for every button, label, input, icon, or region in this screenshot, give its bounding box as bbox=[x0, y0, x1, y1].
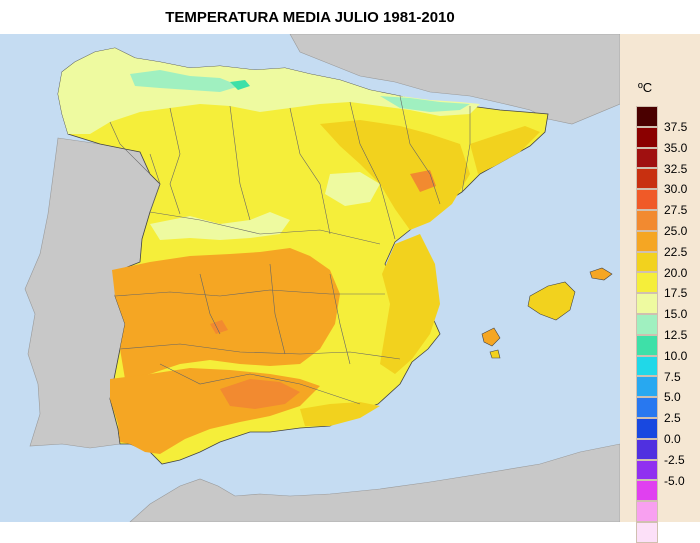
galicia-cool-zone bbox=[230, 80, 250, 90]
ebro-hottest-zone bbox=[410, 170, 436, 192]
mallorca-island bbox=[527, 281, 576, 321]
legend-swatch bbox=[636, 501, 658, 522]
legend-swatch bbox=[636, 459, 658, 481]
catalonia-warm-zone bbox=[470, 126, 540, 174]
ebro-warm-zone bbox=[320, 120, 470, 230]
legend-swatch bbox=[636, 376, 658, 398]
legend-tick-label: 15.0 bbox=[664, 307, 688, 322]
legend-tick-label: 7.5 bbox=[664, 369, 681, 384]
guadalquivir-hottest-zone bbox=[220, 379, 300, 409]
region-borders bbox=[109, 95, 471, 405]
legend-tick-label: 22.5 bbox=[664, 244, 688, 259]
legend-panel bbox=[620, 34, 700, 522]
south-coast-mild-zone bbox=[300, 402, 380, 426]
map-title: TEMPERATURA MEDIA JULIO 1981-2010 bbox=[165, 8, 455, 26]
legend-tick-label: 5.0 bbox=[664, 390, 681, 405]
legend-labels: 37.5 35.0 32.5 30.0 27.5 25.0 22.5 20.0 17.5 15.0… bbox=[664, 117, 700, 491]
iberian-cool-zone bbox=[325, 172, 380, 206]
cantabrian-cool-zone bbox=[130, 70, 240, 92]
north-cool-zone bbox=[58, 48, 480, 134]
legend-tick-label: 0.0 bbox=[664, 431, 681, 446]
legend-swatch bbox=[636, 397, 658, 418]
legend-tick-label: 20.0 bbox=[664, 265, 688, 280]
legend-swatch bbox=[636, 313, 658, 335]
legend-swatch bbox=[636, 417, 658, 439]
menorca-island bbox=[589, 267, 613, 281]
legend-swatch bbox=[636, 272, 658, 294]
legend-swatch bbox=[636, 230, 658, 252]
legend-tick-label: 37.5 bbox=[664, 120, 688, 134]
legend-swatch bbox=[636, 293, 658, 314]
legend-tick-label: 35.0 bbox=[664, 140, 688, 155]
legend-swatches bbox=[636, 106, 658, 543]
legend-tick-label: 32.5 bbox=[664, 161, 688, 176]
legend-tick-label: 17.5 bbox=[664, 286, 688, 301]
temperature-map bbox=[0, 34, 620, 522]
legend-tick-label: 10.0 bbox=[664, 348, 688, 363]
formentera-island bbox=[489, 349, 501, 359]
legend-unit: ºC bbox=[638, 80, 653, 95]
legend-swatch bbox=[636, 189, 658, 210]
south-hot-zone bbox=[112, 248, 340, 379]
legend-tick-label: 27.5 bbox=[664, 203, 688, 218]
legend-tick-label: 12.5 bbox=[664, 327, 688, 342]
legend-swatch bbox=[636, 438, 658, 460]
legend-swatch bbox=[636, 168, 658, 190]
legend-tick-label: 2.5 bbox=[664, 411, 681, 426]
legend-swatch bbox=[636, 147, 658, 169]
africa-land bbox=[129, 443, 620, 522]
ibiza-island bbox=[481, 327, 501, 347]
legend-swatch bbox=[636, 251, 658, 273]
legend-swatch bbox=[636, 480, 658, 502]
france-land bbox=[289, 34, 620, 125]
legend-swatch bbox=[636, 521, 658, 543]
legend-swatch bbox=[636, 126, 658, 148]
legend-tick-label: -2.5 bbox=[664, 452, 685, 467]
legend-tick-label: 30.0 bbox=[664, 182, 688, 197]
legend-tick-label: 25.0 bbox=[664, 223, 688, 238]
levante-warm-zone bbox=[380, 234, 440, 374]
legend-swatch bbox=[636, 334, 658, 356]
legend-tick-label: -5.0 bbox=[664, 473, 685, 488]
legend-swatch bbox=[636, 209, 658, 231]
legend-swatch bbox=[636, 355, 658, 377]
legend-swatch bbox=[636, 106, 658, 127]
